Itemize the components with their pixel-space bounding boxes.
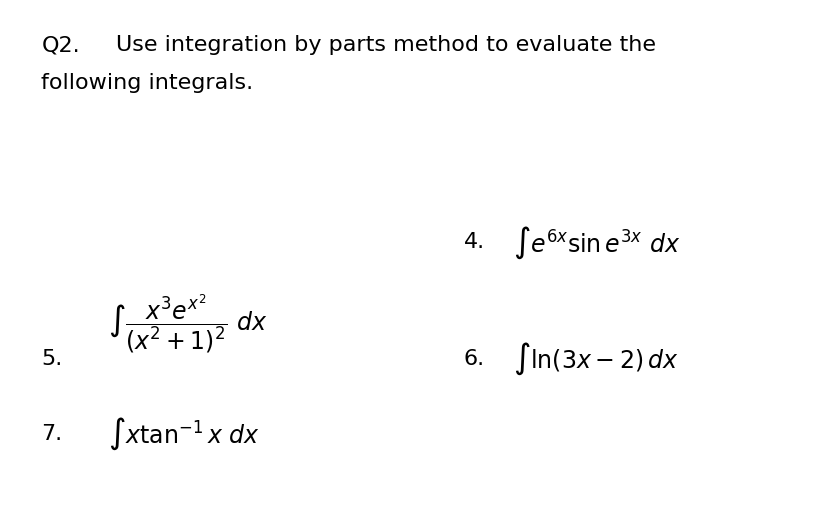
Text: following integrals.: following integrals. (41, 73, 253, 93)
Text: 4.: 4. (463, 232, 485, 252)
Text: 6.: 6. (463, 348, 485, 369)
Text: $\int \dfrac{x^3 e^{x^2}}{\left(x^2+1\right)^2}\ dx$: $\int \dfrac{x^3 e^{x^2}}{\left(x^2+1\ri… (108, 292, 267, 355)
Text: 5.: 5. (41, 348, 63, 369)
Text: $\int x \tan^{-1} x\ dx$: $\int x \tan^{-1} x\ dx$ (108, 416, 260, 452)
Text: $\int e^{6x} \sin e^{3x}\ dx$: $\int e^{6x} \sin e^{3x}\ dx$ (513, 224, 680, 261)
Text: $\int \ln(3x-2)\,dx$: $\int \ln(3x-2)\,dx$ (513, 340, 678, 377)
Text: Use integration by parts method to evaluate the: Use integration by parts method to evalu… (116, 35, 655, 56)
Text: Q2.: Q2. (41, 35, 80, 56)
Text: 7.: 7. (41, 424, 63, 444)
